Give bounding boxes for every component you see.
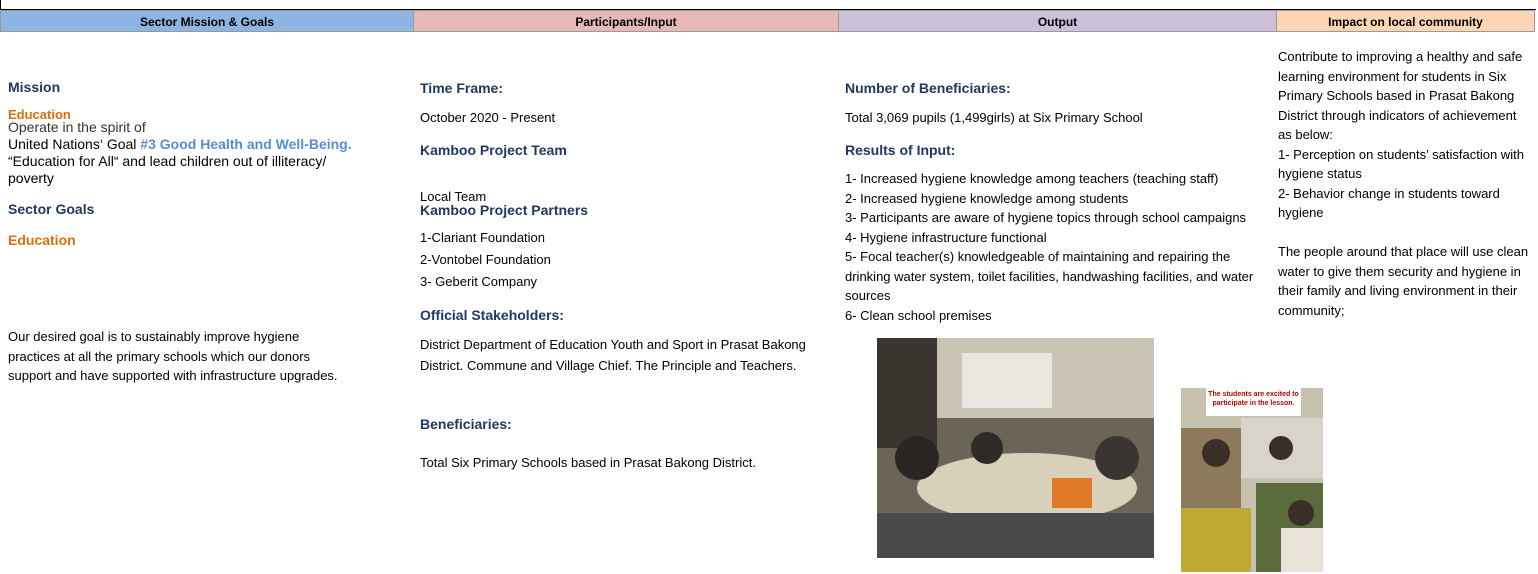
list-item: 3- Geberit Company [420, 274, 538, 289]
list-item: 2- Increased hygiene knowledge among stu… [845, 190, 1129, 206]
photo: The students are excited to participate … [1181, 388, 1323, 572]
list-item: 4- Hygiene infrastructure functional [845, 229, 1047, 245]
column-header: Sector Mission & Goals [0, 10, 414, 32]
heading: Kamboo Project Team [420, 142, 567, 158]
text: “Education for All“ and lead children ou… [8, 153, 327, 186]
list: 1-Clariant Foundation 2-Vontobel Foundat… [420, 227, 551, 293]
photo [877, 338, 1154, 558]
list-item: 3- Participants are aware of hygiene top… [845, 210, 1247, 225]
paragraph: The people around that place will use cl… [1278, 244, 1529, 318]
child [1269, 436, 1293, 460]
text: Total 3,069 pupils (1,499girls) at Six P… [845, 110, 1143, 125]
list-item: 1- Perception on students’ satisfaction … [1278, 146, 1524, 182]
child [1202, 439, 1230, 467]
subheading: Education [8, 107, 71, 122]
person [971, 432, 1003, 464]
column-header: Impact on local community [1276, 10, 1535, 32]
text: October 2020 - Present [420, 110, 556, 125]
image-part [1181, 508, 1251, 572]
highlight: #3 Good Health and Well-Being. [140, 136, 352, 152]
mission-text: Operate in the spirit of United Nations‘… [8, 119, 408, 197]
text: United Nations‘ Goal #3 Good Health and … [8, 136, 408, 153]
heading: Beneficiaries: [420, 416, 512, 432]
person [1095, 436, 1139, 480]
list-item: 2- Behavior change in students toward hy… [1278, 185, 1500, 221]
screen [962, 353, 1052, 408]
impact-text: Contribute to improving a healthy and sa… [1278, 47, 1533, 392]
paragraph: District Department of Education Youth a… [420, 337, 806, 373]
heading: Sector Goals [8, 201, 95, 217]
list-item: 1-Clariant Foundation [420, 230, 546, 245]
heading: Kamboo Project Partners [420, 202, 589, 218]
folder [1052, 478, 1092, 508]
column-header: Participants/Input [413, 10, 839, 32]
list-item: 6- Clean school premises [845, 307, 992, 323]
heading: Official Stakeholders: [420, 307, 564, 323]
heading: Results of Input: [845, 142, 956, 158]
caption-box: The students are excited to participate … [1208, 391, 1299, 407]
child [1288, 500, 1314, 526]
text: Local Team [420, 189, 487, 204]
list: 1- Increased hygiene knowledge among tea… [845, 169, 1260, 366]
heading: Time Frame: [420, 80, 503, 96]
subheading: Education [8, 232, 76, 248]
heading: Mission [8, 79, 61, 95]
list-item: 1- Increased hygiene knowledge among tea… [845, 171, 1219, 186]
foreground [877, 513, 1154, 558]
person [895, 436, 939, 480]
image-part [1281, 528, 1323, 572]
caption-bg [1206, 388, 1301, 416]
list-item: 5- Focal teacher(s) knowledgeable of mai… [845, 249, 1254, 303]
column-header: Output [838, 10, 1277, 32]
shadow [877, 338, 937, 448]
border [0, 9, 1536, 10]
paragraph: Contribute to improving a healthy and sa… [1278, 49, 1523, 142]
text: United Nations‘ Goal [8, 136, 141, 152]
paragraph: Our desired goal is to sustainably impro… [8, 329, 338, 383]
photo-caption: The students are excited to participate … [1208, 391, 1299, 407]
list-item: 2-Vontobel Foundation [420, 252, 551, 267]
text: Operate in the spirit of [8, 119, 146, 135]
border [0, 0, 1, 10]
text: Total Six Primary Schools based in Prasa… [420, 455, 756, 470]
heading: Number of Beneficiaries: [845, 80, 1011, 96]
